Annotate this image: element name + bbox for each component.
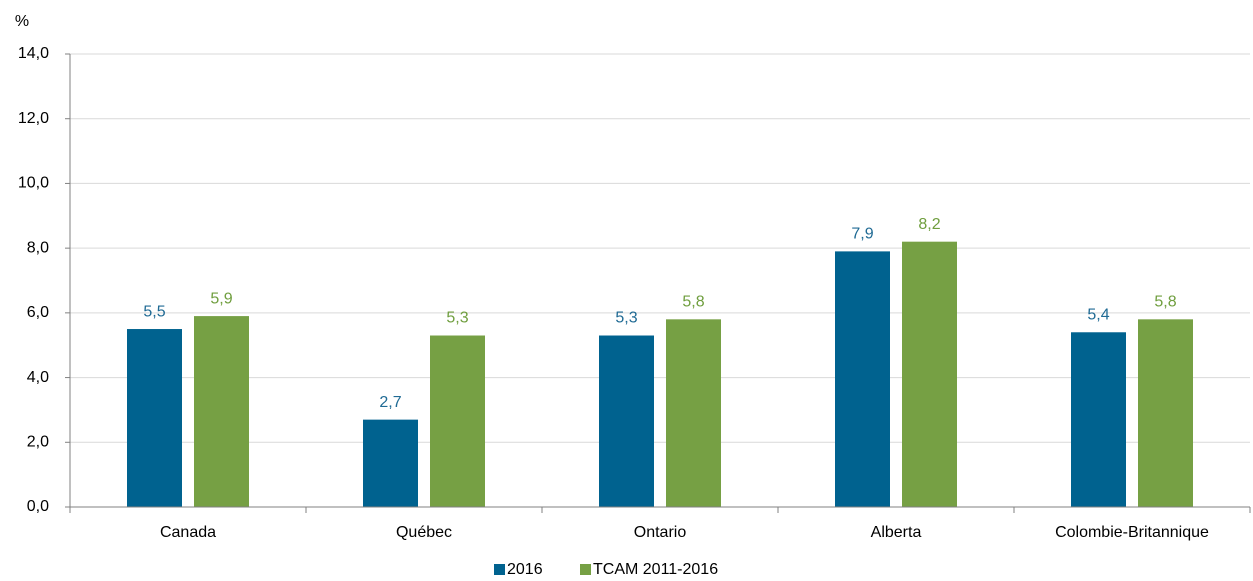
bar xyxy=(902,241,957,507)
y-tick-label: 4,0 xyxy=(27,369,49,386)
value-label: 5,3 xyxy=(615,310,637,327)
bar xyxy=(194,316,249,507)
bar xyxy=(599,335,654,507)
bar xyxy=(1138,319,1193,507)
x-tick-label: Canada xyxy=(160,524,216,541)
value-label: 5,8 xyxy=(682,294,704,311)
value-label: 5,9 xyxy=(210,290,232,307)
x-tick-label: Québec xyxy=(396,524,452,541)
bar xyxy=(127,329,182,507)
y-tick-label: 14,0 xyxy=(18,45,49,62)
value-label: 5,4 xyxy=(1087,306,1109,323)
value-label: 5,8 xyxy=(1154,294,1176,311)
bar xyxy=(666,319,721,507)
legend-label: 2016 xyxy=(507,561,543,578)
bar xyxy=(1071,332,1126,507)
x-tick-label: Colombie-Britannique xyxy=(1055,524,1209,541)
y-tick-label: 0,0 xyxy=(27,498,49,515)
bar xyxy=(363,419,418,507)
x-tick-label: Ontario xyxy=(634,524,687,541)
value-label: 8,2 xyxy=(918,216,940,233)
y-tick-label: 2,0 xyxy=(27,434,49,451)
y-tick-label: 10,0 xyxy=(18,175,49,192)
value-label: 5,3 xyxy=(446,310,468,327)
y-axis-unit: % xyxy=(15,13,29,30)
legend-swatch xyxy=(494,564,505,575)
y-tick-label: 6,0 xyxy=(27,304,49,321)
bar xyxy=(430,335,485,507)
value-label: 5,5 xyxy=(143,303,165,320)
legend-label: TCAM 2011-2016 xyxy=(593,561,718,578)
value-label: 2,7 xyxy=(379,394,401,411)
value-label: 7,9 xyxy=(851,226,873,243)
bar xyxy=(835,251,890,507)
y-tick-label: 8,0 xyxy=(27,239,49,256)
y-tick-label: 12,0 xyxy=(18,110,49,127)
legend-swatch xyxy=(580,564,591,575)
x-tick-label: Alberta xyxy=(871,524,922,541)
